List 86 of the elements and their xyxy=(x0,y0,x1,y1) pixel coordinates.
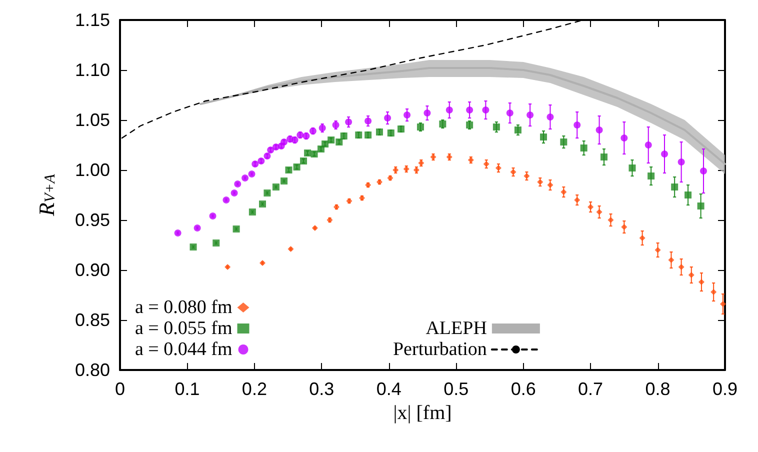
point xyxy=(194,224,201,232)
point xyxy=(234,180,242,188)
point xyxy=(560,189,567,195)
point xyxy=(264,190,271,196)
point xyxy=(621,224,628,230)
point xyxy=(671,184,678,190)
y-tick-label: 1.05 xyxy=(74,110,110,130)
point xyxy=(540,134,547,140)
x-tick-label: 0.1 xyxy=(174,379,200,399)
x-tick-label: 0.5 xyxy=(444,379,469,399)
point xyxy=(698,279,704,285)
legend-label: a = 0.080 fm xyxy=(134,297,232,318)
x-tick-label: 0 xyxy=(114,379,126,399)
point xyxy=(212,240,220,246)
point xyxy=(720,301,726,307)
x-tick-label: 0.4 xyxy=(376,379,402,399)
point xyxy=(668,257,674,263)
point xyxy=(230,190,238,196)
x-axis-title: |x| [fm] xyxy=(393,402,452,424)
point xyxy=(700,168,707,174)
x-tick-label: 0.6 xyxy=(510,379,536,399)
point xyxy=(248,170,256,178)
point xyxy=(678,264,684,270)
x-tick-label: 0.2 xyxy=(242,379,267,399)
legend-label: a = 0.055 fm xyxy=(134,318,232,339)
point xyxy=(546,114,554,120)
x-tick-label: 0.8 xyxy=(645,379,670,399)
point xyxy=(688,272,694,278)
point xyxy=(620,134,628,142)
point xyxy=(600,154,608,160)
point xyxy=(242,174,249,182)
point xyxy=(526,112,534,118)
point xyxy=(710,289,717,295)
x-tick-label: 0.9 xyxy=(712,379,738,399)
y-tick-label: 0.95 xyxy=(74,210,110,230)
y-tick-label: 0.90 xyxy=(74,260,110,280)
point xyxy=(654,247,661,253)
point xyxy=(280,178,288,184)
y-tick-label: 1.10 xyxy=(74,60,110,80)
x-tick-label: 0.3 xyxy=(309,379,334,399)
point xyxy=(364,118,372,124)
point xyxy=(697,202,704,210)
y-tick-label: 0.80 xyxy=(74,360,110,380)
point xyxy=(574,122,581,128)
point xyxy=(190,244,197,250)
x-tick-label: 0.7 xyxy=(578,379,604,399)
y-tick-label: 0.85 xyxy=(74,310,110,330)
point xyxy=(639,235,646,241)
y-axis-title: RV+A xyxy=(34,173,59,217)
point xyxy=(446,106,453,114)
point xyxy=(574,197,580,203)
point xyxy=(678,158,685,166)
point xyxy=(466,106,474,114)
point xyxy=(684,192,692,198)
point xyxy=(232,226,240,232)
point xyxy=(259,200,266,208)
point xyxy=(580,144,588,152)
point xyxy=(272,184,280,190)
point xyxy=(644,142,652,148)
point xyxy=(248,208,256,216)
point xyxy=(537,179,544,185)
point xyxy=(560,138,568,146)
point xyxy=(596,209,602,215)
point xyxy=(345,118,352,126)
point xyxy=(424,110,431,116)
point xyxy=(514,126,522,134)
legend-label: a = 0.044 fm xyxy=(134,339,232,360)
point xyxy=(661,150,668,158)
point xyxy=(547,182,554,188)
point xyxy=(588,204,594,210)
point xyxy=(596,126,603,134)
point xyxy=(404,112,411,118)
point xyxy=(209,212,216,220)
point xyxy=(648,172,655,180)
point xyxy=(174,230,182,236)
y-tick-label: 1.15 xyxy=(74,10,110,30)
point xyxy=(506,110,514,116)
point xyxy=(628,164,636,172)
point xyxy=(608,217,614,223)
point xyxy=(482,106,490,114)
legend-label: ALEPH xyxy=(426,318,488,339)
y-tick-label: 1.00 xyxy=(74,160,110,180)
point xyxy=(492,124,500,130)
point xyxy=(384,114,392,122)
point xyxy=(222,196,230,204)
legend-label: Perturbation xyxy=(392,339,488,360)
